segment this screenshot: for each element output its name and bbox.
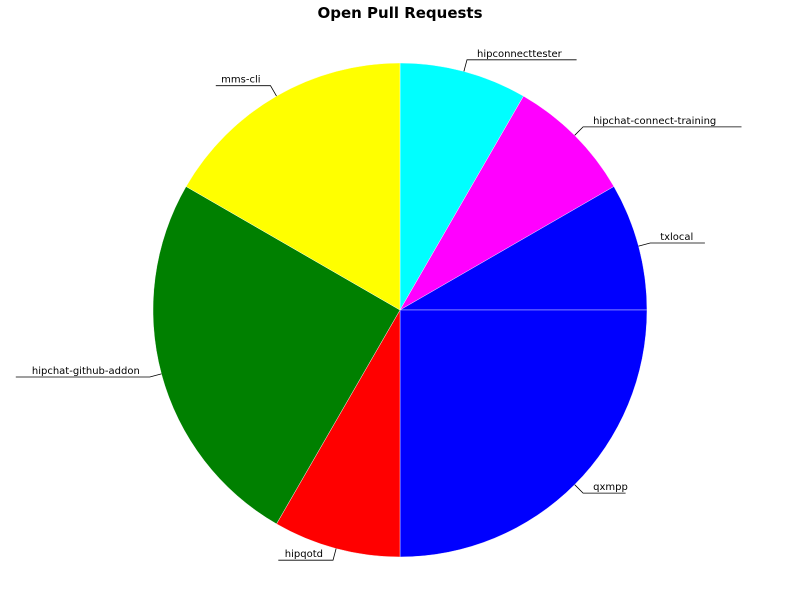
pie-slices [152,62,648,558]
pie-slice-hipconnecttester [399,62,524,311]
leader-line-txlocal [638,242,705,247]
leader-line-mms-cli [215,85,277,97]
pie-labels: hipconnecttester hipchat-connect-training… [15,49,742,561]
slice-label-mms-cli: mms-cli [221,75,260,86]
slice-label-hipchat-connect-training: hipchat-connect-training [593,116,716,127]
pie-slice-hipchat-connect-training [399,95,615,311]
pie-slice-hipqotd [276,309,401,558]
slice-label-hipqotd: hipqotd [285,549,323,560]
leader-line-hipchat-github-addon [15,373,162,378]
slice-label-qxmpp: qxmpp [593,482,628,493]
slice-label-txlocal: txlocal [660,232,693,243]
leader-line-hipchat-connect-training [574,126,742,136]
pie-slice-txlocal [399,186,648,311]
leader-line-hipqotd [278,548,337,561]
chart-title: Open Pull Requests [317,4,482,22]
pie-slice-qxmpp [399,309,648,558]
pie-slice-hipchat-github-addon [152,186,401,525]
slice-label-hipchat-github-addon: hipchat-github-addon [32,366,140,377]
leader-line-hipconnecttester [463,59,577,72]
leader-line-qxmpp [574,484,626,494]
slice-label-hipconnecttester: hipconnecttester [477,49,563,60]
